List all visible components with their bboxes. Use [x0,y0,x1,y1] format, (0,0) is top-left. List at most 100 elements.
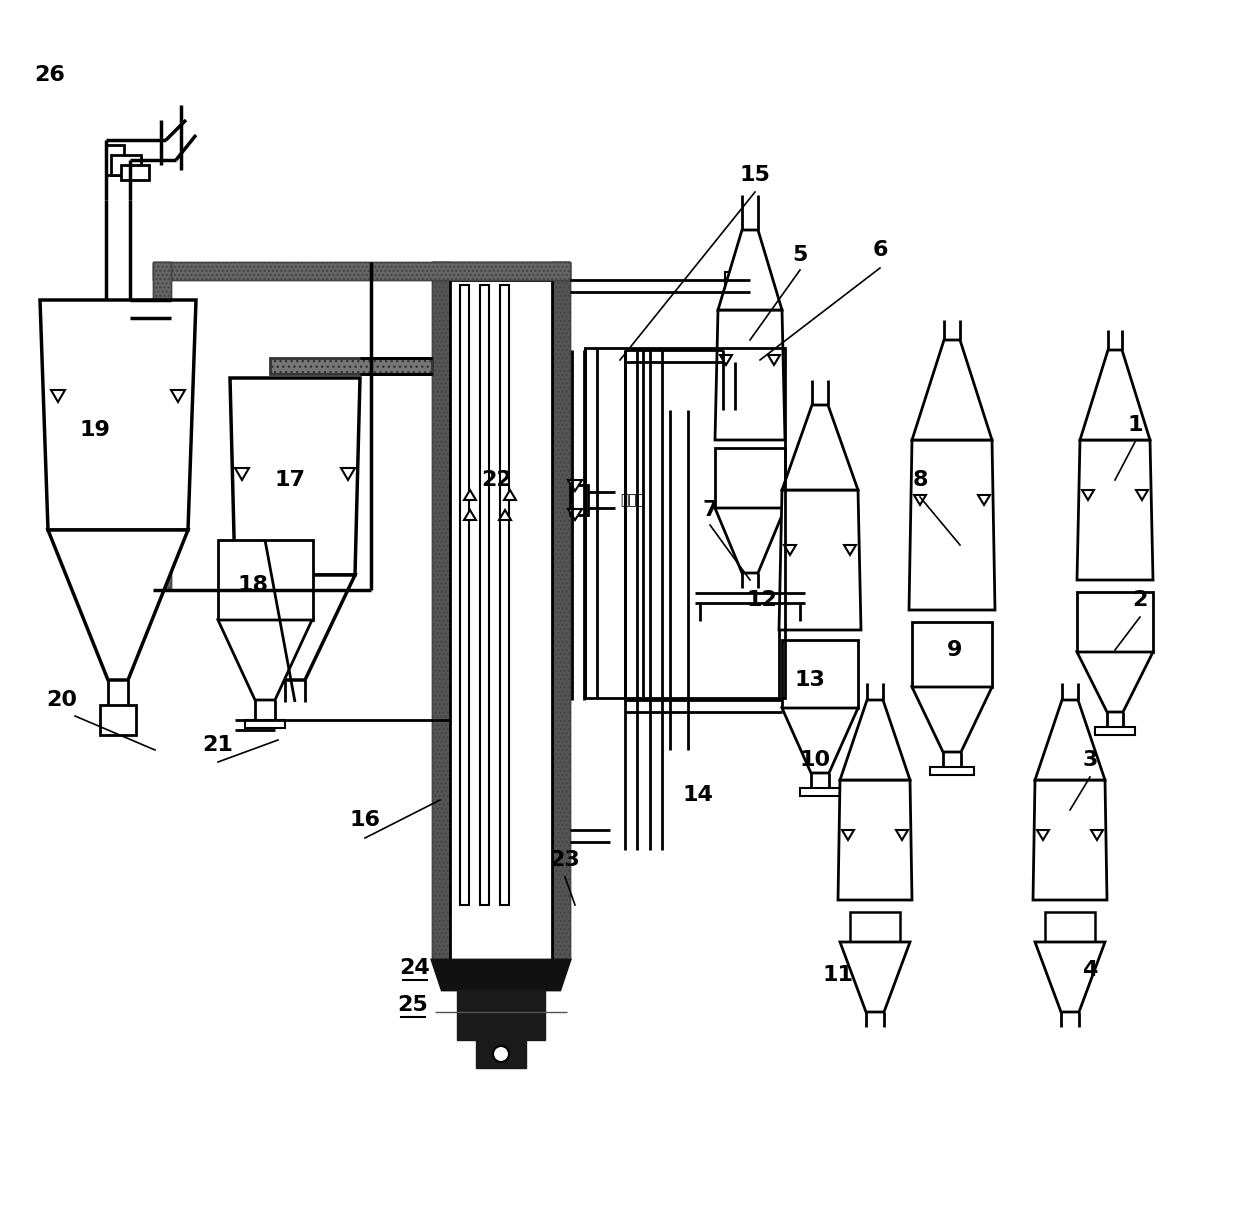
Bar [1045,912,1095,942]
Polygon shape [720,355,732,365]
Polygon shape [229,377,360,575]
Polygon shape [40,300,196,529]
Bar [911,622,992,687]
Text: 18: 18 [238,575,269,595]
Text: 16: 16 [350,810,381,830]
Bar [500,285,508,904]
Bar [458,990,546,1040]
Text: 二次风: 二次风 [620,493,645,507]
Text: 22: 22 [481,470,512,490]
Polygon shape [911,687,992,753]
Text: 15: 15 [739,165,770,185]
Polygon shape [768,355,780,365]
Text: 5: 5 [792,245,807,265]
Polygon shape [1033,780,1107,900]
Polygon shape [1078,652,1153,712]
Text: 6: 6 [872,240,888,260]
Polygon shape [978,494,990,505]
Bar [246,720,285,728]
Text: 19: 19 [79,420,110,440]
Polygon shape [911,340,992,440]
Text: 11: 11 [822,965,853,985]
Bar [432,262,450,960]
Bar [1078,592,1153,652]
Text: 13: 13 [795,671,826,690]
Bar [480,285,489,904]
Polygon shape [432,960,570,990]
Polygon shape [839,942,910,1012]
Bar [715,447,785,508]
Polygon shape [897,830,908,841]
Polygon shape [1037,830,1049,841]
Text: 1: 1 [1127,415,1143,435]
Bar [153,262,171,590]
Polygon shape [464,490,476,500]
Bar [782,640,858,708]
Polygon shape [498,510,511,520]
Polygon shape [341,468,355,480]
Bar [800,788,839,796]
Bar [153,262,570,280]
Bar [476,1040,526,1069]
Text: 21: 21 [202,734,233,755]
Polygon shape [844,545,856,555]
Text: 9: 9 [947,640,962,660]
Polygon shape [784,545,796,555]
Polygon shape [1035,699,1105,780]
Bar [432,262,570,280]
Polygon shape [1136,490,1148,500]
Bar [585,349,785,698]
Polygon shape [48,529,188,680]
Bar [725,273,738,283]
Bar [738,265,758,305]
Bar [1095,727,1135,734]
Bar [432,262,570,280]
Bar [153,262,570,280]
Polygon shape [503,490,516,500]
Polygon shape [1083,490,1094,500]
Polygon shape [842,830,854,841]
Polygon shape [782,405,858,490]
Polygon shape [1078,440,1153,580]
Bar [122,165,149,180]
Polygon shape [218,620,312,699]
Text: 4: 4 [1083,960,1097,980]
Polygon shape [838,780,911,900]
Polygon shape [568,509,582,520]
Polygon shape [779,490,861,630]
Text: 20: 20 [47,690,77,710]
Text: 26: 26 [35,65,66,84]
Text: 14: 14 [682,785,713,804]
Bar [105,145,124,175]
Bar [460,285,469,904]
Polygon shape [782,708,858,773]
Text: 3: 3 [1083,750,1097,769]
Text: 24: 24 [399,958,430,978]
Bar [849,912,900,942]
Text: 25: 25 [398,995,428,1015]
Polygon shape [914,494,926,505]
Text: 17: 17 [274,470,305,490]
Text: 10: 10 [800,750,831,769]
Bar [552,262,570,960]
Text: 8: 8 [913,470,928,490]
Polygon shape [718,230,782,310]
Polygon shape [171,390,185,402]
Polygon shape [715,508,785,573]
Polygon shape [464,510,476,520]
Bar [112,156,141,175]
Bar [218,540,312,620]
Polygon shape [236,575,355,680]
Text: 7: 7 [702,500,718,520]
Polygon shape [1080,350,1149,440]
Text: 12: 12 [746,590,777,610]
Text: 2: 2 [1132,590,1148,610]
Polygon shape [1035,942,1105,1012]
Circle shape [494,1046,508,1062]
Bar [270,358,432,374]
Bar [552,262,570,960]
Polygon shape [568,480,582,491]
Bar [570,485,588,515]
Polygon shape [909,440,994,610]
Bar [450,280,552,960]
